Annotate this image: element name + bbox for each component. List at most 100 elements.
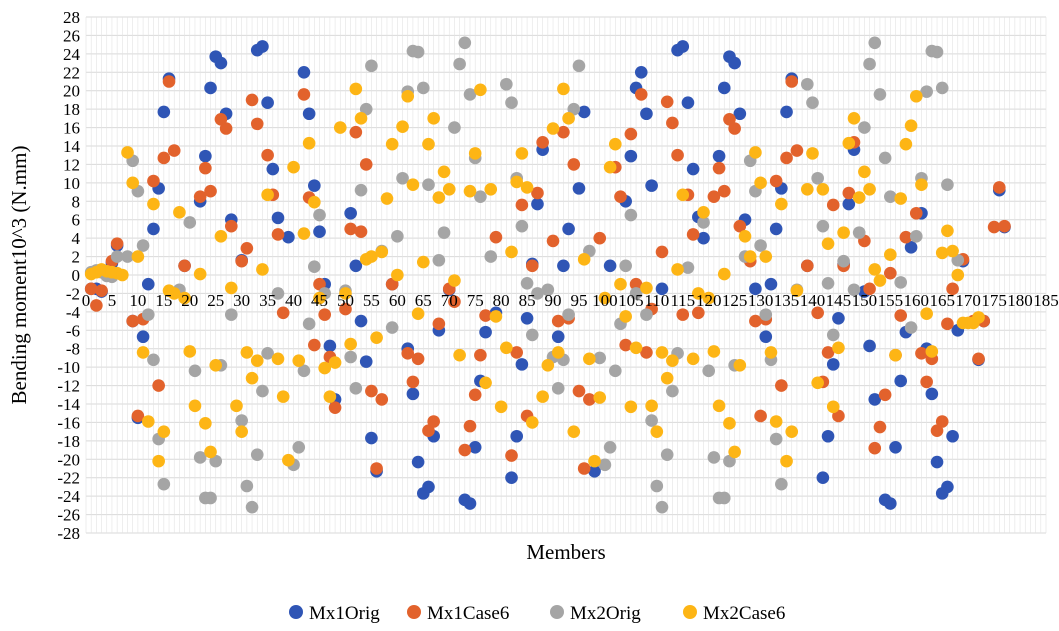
data-point <box>333 121 347 134</box>
data-point <box>785 75 799 88</box>
data-point <box>463 419 477 433</box>
x-tick-label: 150 <box>852 291 878 310</box>
data-point <box>178 259 191 273</box>
data-point <box>733 359 747 372</box>
data-point <box>546 234 560 248</box>
data-point <box>152 379 165 392</box>
data-point <box>84 282 98 296</box>
data-point <box>494 400 508 414</box>
x-tick-label: 0 <box>82 291 91 310</box>
y-tick-label: 18 <box>63 100 80 119</box>
data-point <box>837 254 850 268</box>
data-point <box>920 307 933 321</box>
data-point <box>603 259 617 273</box>
data-point <box>188 399 202 413</box>
y-tick-labels: -28-26-24-22-20-18-16-14-12-10-8-6-4-202… <box>57 8 80 543</box>
data-point <box>256 384 269 398</box>
data-point <box>422 480 435 494</box>
x-tick-label: 145 <box>826 291 852 310</box>
data-point <box>868 36 882 50</box>
data-point <box>634 65 648 79</box>
x-tick-label: 60 <box>389 291 406 310</box>
data-point <box>567 425 581 438</box>
data-point <box>909 206 923 220</box>
data-point <box>598 291 612 305</box>
x-tick-label: 75 <box>467 291 484 310</box>
data-point <box>640 107 653 121</box>
data-point <box>90 299 103 312</box>
data-point <box>863 339 876 353</box>
data-point <box>204 81 217 95</box>
data-point <box>515 147 529 160</box>
y-tick-label: 28 <box>63 8 80 27</box>
data-point <box>681 96 695 109</box>
data-point <box>484 183 498 196</box>
data-point <box>858 121 871 134</box>
data-point <box>167 144 181 157</box>
data-point <box>463 88 477 101</box>
legend-marker-mx1case6 <box>407 605 421 619</box>
data-point <box>209 454 223 468</box>
data-point <box>775 477 788 491</box>
data-point <box>738 230 752 243</box>
data-point <box>531 186 544 200</box>
data-point <box>894 309 908 322</box>
y-tick-label: -14 <box>57 395 80 414</box>
data-point <box>920 85 933 98</box>
data-point <box>717 491 731 505</box>
data-point <box>505 96 518 109</box>
data-point <box>935 415 949 428</box>
data-point <box>676 188 690 202</box>
data-point <box>780 151 793 165</box>
data-point <box>463 184 477 198</box>
data-point <box>852 226 866 239</box>
data-point <box>941 317 954 331</box>
data-point <box>619 338 632 352</box>
data-point <box>624 127 638 141</box>
data-point <box>292 441 306 454</box>
data-point <box>370 462 383 475</box>
data-point <box>666 116 679 130</box>
data-point <box>401 89 415 103</box>
data-point <box>261 188 274 202</box>
x-tick-label: 5 <box>108 291 117 310</box>
legend-marker-mx2orig <box>550 605 564 619</box>
data-point <box>666 354 679 367</box>
x-tick-label: 180 <box>1007 291 1033 310</box>
data-point <box>583 352 596 366</box>
data-point <box>946 282 959 296</box>
x-tick-label: 185 <box>1033 291 1059 310</box>
data-point <box>972 311 985 324</box>
data-point <box>884 190 897 203</box>
data-point <box>676 308 690 321</box>
data-point <box>204 445 217 459</box>
data-point <box>717 267 731 281</box>
y-tick-label: -18 <box>57 432 80 451</box>
data-point <box>567 158 581 171</box>
data-point <box>406 387 420 401</box>
x-tick-label: 110 <box>644 291 669 310</box>
data-point <box>946 429 959 443</box>
data-point <box>463 497 477 510</box>
data-point <box>131 250 145 263</box>
data-point <box>323 390 337 403</box>
data-point <box>126 314 140 328</box>
y-tick-label: 24 <box>63 45 81 64</box>
data-point <box>806 147 819 160</box>
data-point <box>941 224 954 238</box>
data-point <box>811 306 824 320</box>
data-point <box>328 356 342 369</box>
data-point <box>629 341 643 355</box>
data-point <box>733 219 747 233</box>
data-point <box>904 321 918 334</box>
data-point <box>884 266 897 280</box>
data-point <box>131 409 145 423</box>
x-tick-label: 125 <box>722 291 748 310</box>
data-point <box>863 57 876 71</box>
x-tick-label: 80 <box>493 291 510 310</box>
data-point <box>313 277 326 291</box>
data-point <box>800 183 814 196</box>
data-point <box>629 287 643 300</box>
data-point <box>655 282 669 296</box>
data-point <box>811 171 824 185</box>
